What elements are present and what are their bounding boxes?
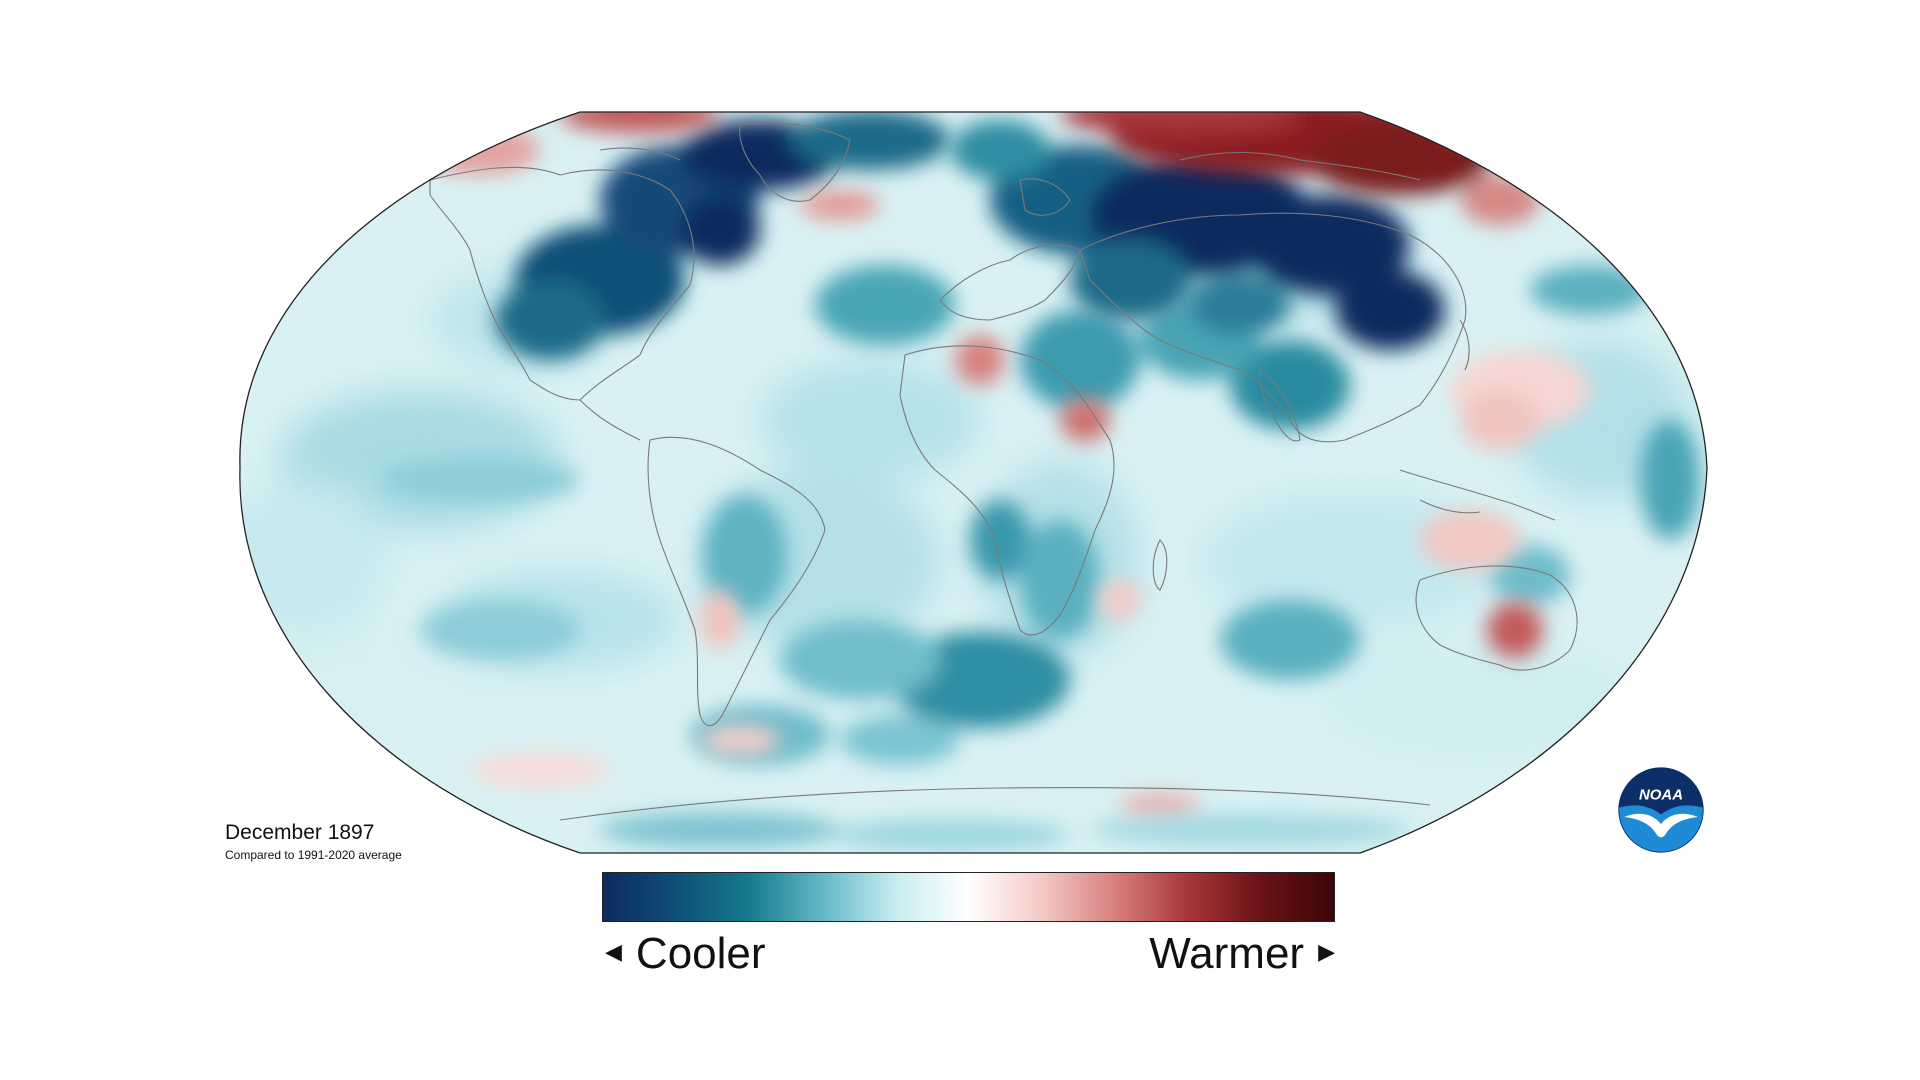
noaa-logo-text: NOAA (1639, 786, 1683, 803)
triangle-right-icon: ▶ (1318, 939, 1335, 965)
legend-cooler: ◀ Cooler (605, 928, 766, 982)
legend-cooler-label: Cooler (635, 929, 766, 978)
legend-warmer: Warmer ▶ (1149, 928, 1335, 982)
triangle-left-icon: ◀ (605, 939, 622, 965)
noaa-logo: NOAA (1618, 767, 1704, 853)
anomaly-field (239, 112, 1708, 853)
map-outline (239, 111, 1708, 854)
legend-warmer-label: Warmer (1149, 929, 1305, 978)
color-scale-bar (602, 872, 1335, 922)
coastlines (429, 122, 1646, 821)
map-title: December 1897 (225, 821, 375, 844)
map-subtitle: Compared to 1991-2020 average (225, 848, 402, 862)
